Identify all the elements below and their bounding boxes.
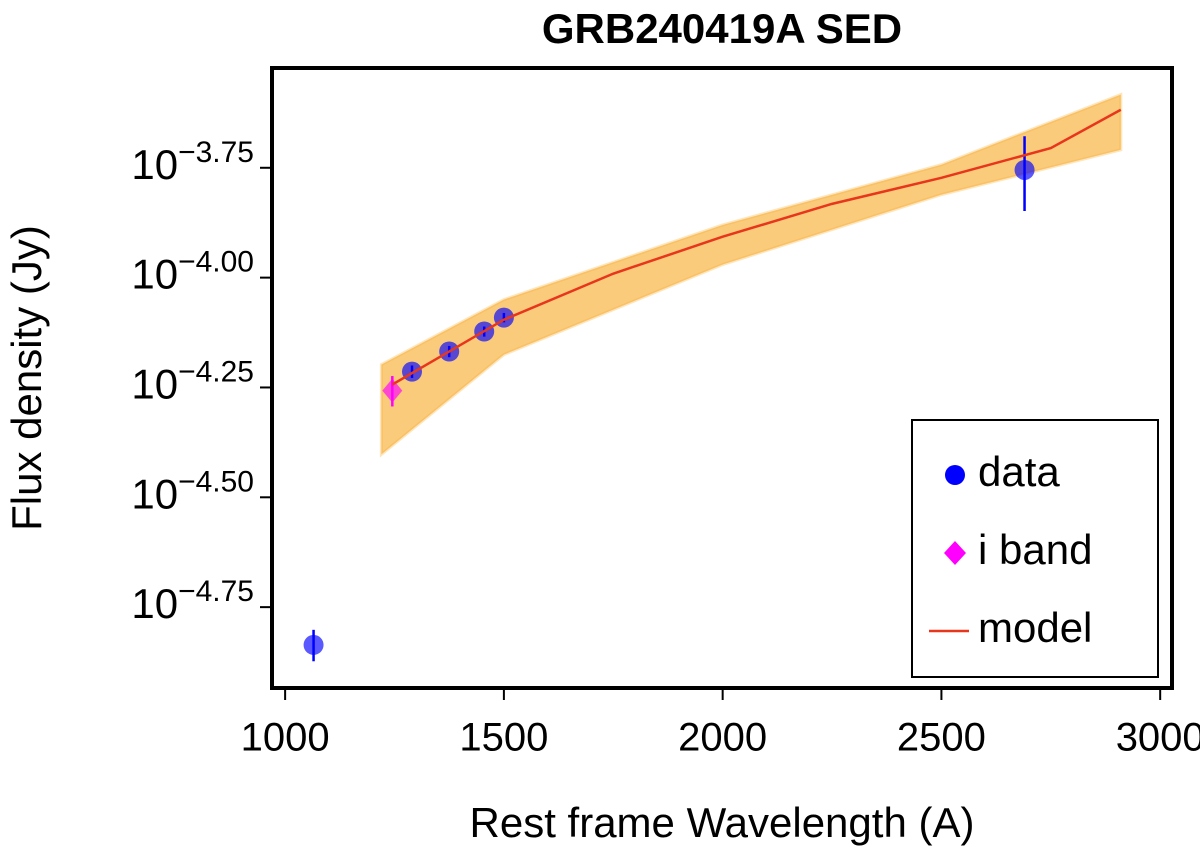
x-tick-label: 1000	[241, 716, 330, 760]
data-point	[1014, 159, 1035, 180]
plot-area	[303, 92, 1123, 662]
legend-marker	[944, 541, 966, 565]
data-point	[303, 634, 324, 655]
x-tick-label: 2000	[678, 716, 767, 760]
model-band	[379, 92, 1123, 458]
y-tick-label: 10−4.00	[131, 246, 254, 298]
y-axis-label: Flux density (Jy)	[3, 225, 50, 531]
data-point	[402, 361, 423, 382]
y-tick-label: 10−3.75	[131, 136, 254, 188]
x-axis-label: Rest frame Wavelength (A)	[470, 799, 975, 846]
legend-label: model	[978, 604, 1092, 651]
plot-frame	[270, 66, 1174, 690]
legend-label: data	[978, 448, 1060, 495]
y-tick-label: 10−4.25	[131, 355, 254, 407]
chart-title: GRB240419A SED	[542, 5, 902, 52]
legend-label: i band	[978, 526, 1092, 573]
y-tick-label: 10−4.50	[131, 465, 254, 517]
y-tick-label: 10−4.75	[131, 575, 254, 627]
x-tick-label: 2500	[897, 716, 986, 760]
model-line	[391, 108, 1122, 386]
x-tick-label: 1500	[459, 716, 548, 760]
legend-marker	[945, 465, 965, 485]
x-tick-label: 3000	[1116, 716, 1200, 760]
iband-point	[382, 378, 403, 403]
